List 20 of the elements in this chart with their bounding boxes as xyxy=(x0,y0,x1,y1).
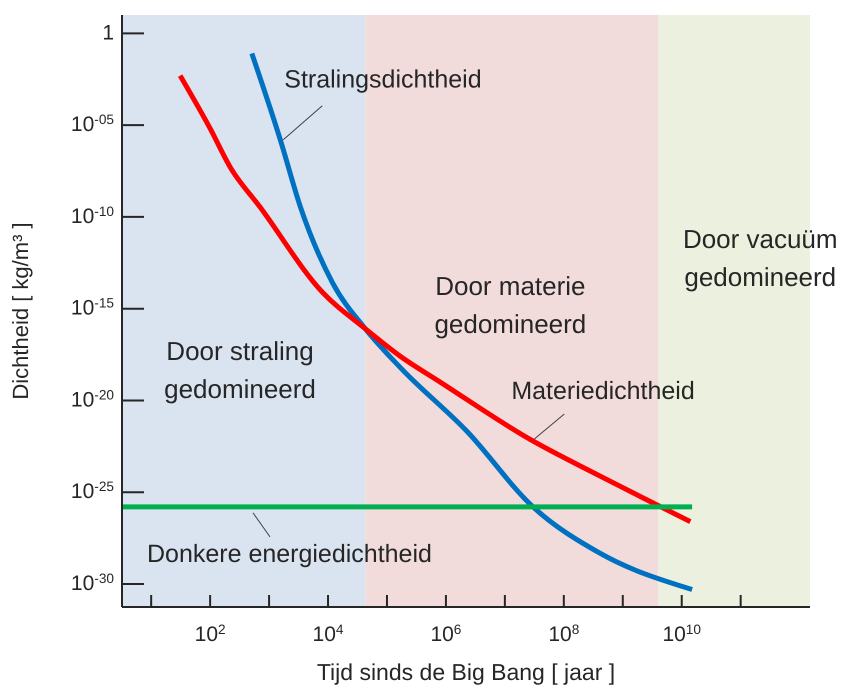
series-label: Stralingsdichtheid xyxy=(284,66,482,94)
x-tick-label: 10$^{4}$ xyxy=(312,622,344,646)
series-label: Donkere energiedichtheid xyxy=(147,540,432,568)
y-tick-label: 1 xyxy=(102,21,114,44)
band-label: Door materie gedomineerd xyxy=(434,271,586,339)
series-label: Materiedichtheid xyxy=(511,376,695,405)
y-tick-label: 10$^{-30}$ xyxy=(70,570,114,596)
y-tick-label: 10$^{-25}$ xyxy=(70,478,114,504)
y-tick-label: 10$^{-20}$ xyxy=(70,386,114,412)
band-label: Door straling gedomineerd xyxy=(164,336,316,404)
x-tick-label: 10$^{6}$ xyxy=(430,622,462,646)
x-tick-label: 10$^{2}$ xyxy=(194,622,226,646)
x-tick-label: 10$^{8}$ xyxy=(548,622,580,646)
y-tick-label: 10$^{-15}$ xyxy=(70,295,114,320)
x-tick-label: 10$^{10}$ xyxy=(662,622,702,646)
x-axis-title: Tijd sinds de Big Bang [ jaar ] xyxy=(316,659,616,685)
y-tick-label: 10$^{-10}$ xyxy=(70,203,114,228)
y-axis-title: Dichtheid [ kg/m³ ] xyxy=(8,222,33,400)
band-label: Door vacuüm gedomineerd xyxy=(682,224,838,292)
y-tick-label: 10$^{-05}$ xyxy=(70,112,114,136)
